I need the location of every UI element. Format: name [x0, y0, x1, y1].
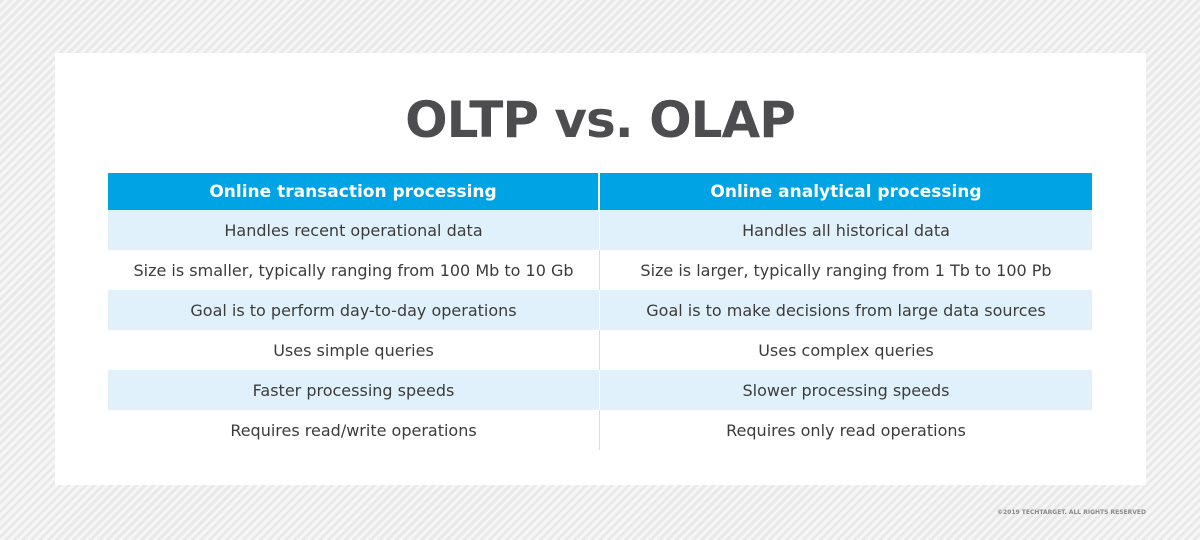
olap-cell: Slower processing speeds — [742, 380, 950, 400]
content-card — [55, 53, 1146, 485]
table-row: Uses simple queries Uses complex queries — [108, 330, 1092, 370]
olap-cell: Size is larger, typically ranging from 1… — [640, 260, 1052, 280]
table-row: Faster processing speeds Slower processi… — [108, 370, 1092, 410]
olap-cell: Goal is to make decisions from large dat… — [646, 300, 1046, 320]
header-oltp: Online transaction processing — [108, 173, 600, 210]
comparison-table: Online transaction processing Online ana… — [108, 173, 1092, 450]
table-row: Handles recent operational data Handles … — [108, 210, 1092, 250]
page-title: OLTP vs. OLAP — [405, 91, 796, 149]
olap-cell: Uses complex queries — [758, 340, 934, 360]
header-olap: Online analytical processing — [710, 181, 982, 202]
oltp-cell: Size is smaller, typically ranging from … — [108, 250, 600, 290]
oltp-cell: Uses simple queries — [108, 330, 600, 370]
oltp-cell: Faster processing speeds — [108, 370, 600, 410]
oltp-cell: Handles recent operational data — [108, 210, 600, 250]
table-row: Goal is to perform day-to-day operations… — [108, 290, 1092, 330]
table-row: Size is smaller, typically ranging from … — [108, 250, 1092, 290]
olap-cell: Requires only read operations — [726, 420, 966, 440]
table-header-row: Online transaction processing Online ana… — [108, 173, 1092, 210]
olap-cell: Handles all historical data — [742, 220, 950, 240]
table-row: Requires read/write operations Requires … — [108, 410, 1092, 450]
copyright-notice: ©2019 TECHTARGET. ALL RIGHTS RESERVED — [996, 509, 1146, 516]
oltp-cell: Goal is to perform day-to-day operations — [108, 290, 600, 330]
oltp-cell: Requires read/write operations — [108, 410, 600, 450]
